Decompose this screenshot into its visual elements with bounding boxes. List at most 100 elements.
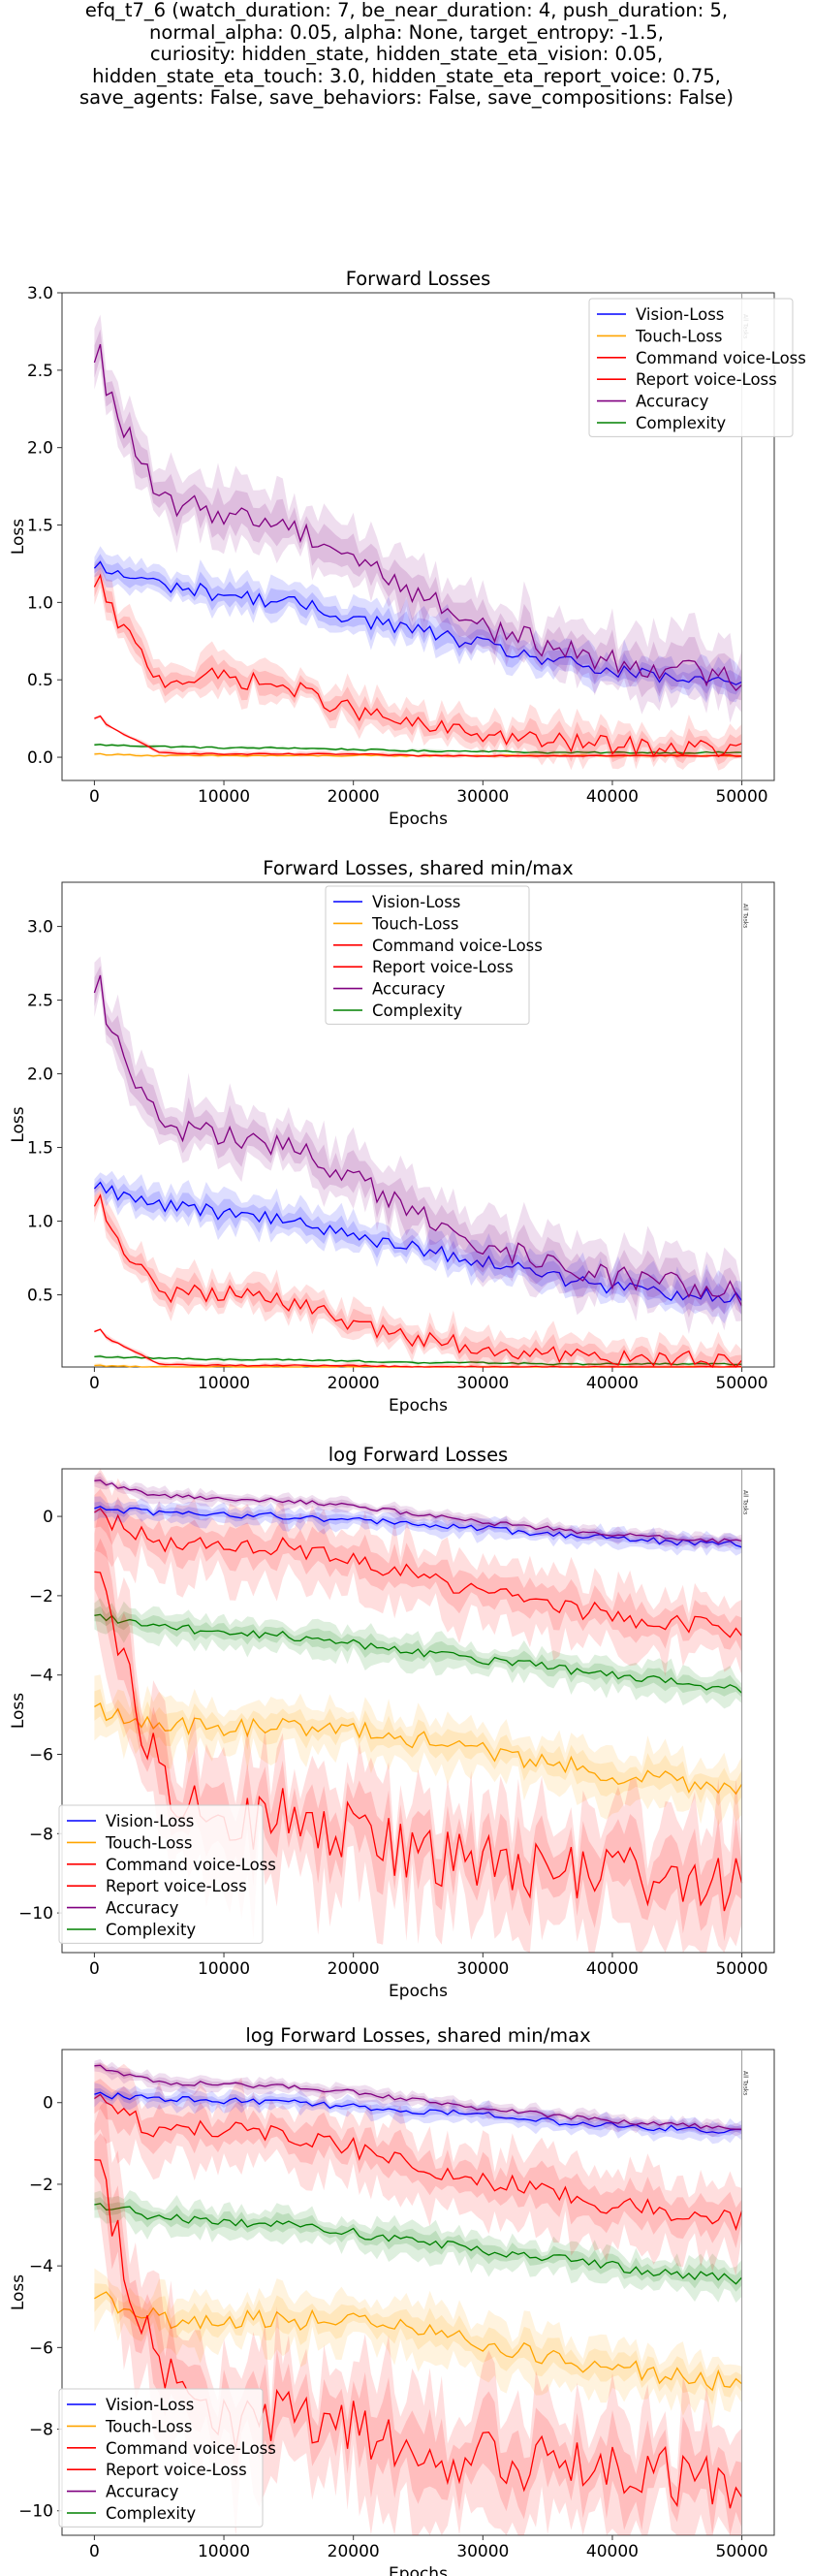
- y-axis-label: Loss: [9, 519, 28, 555]
- legend-box: [58, 1804, 264, 1944]
- band-touch-loss-minmax: [94, 751, 742, 758]
- x-tick-label: 0: [89, 2542, 100, 2561]
- y-tick-label: −2: [29, 2176, 53, 2195]
- line-complexity: [94, 2203, 743, 2285]
- line-complexity: [94, 1613, 743, 1694]
- y-tick-label: 2.5: [27, 992, 53, 1011]
- line-accuracy: [93, 974, 743, 1307]
- legend-label: Accuracy: [372, 980, 446, 999]
- y-tick-label: −4: [29, 1667, 53, 1686]
- x-tick-label: 10000: [198, 1374, 250, 1393]
- band-report-voice-loss-minmax: [94, 559, 742, 771]
- line-accuracy: [94, 1479, 742, 1544]
- band-touch-loss-minmax: [94, 1674, 742, 1826]
- y-axis-label: Loss: [9, 1693, 28, 1729]
- x-tick-label: 20000: [328, 1959, 380, 1979]
- x-axis-label: Epochs: [389, 810, 448, 829]
- x-tick-label: 40000: [586, 1959, 639, 1979]
- y-tick-label: 0: [43, 1508, 53, 1527]
- legend-label: Report voice-Loss: [106, 1877, 247, 1895]
- y-tick-label: 3.0: [27, 284, 53, 303]
- x-tick-label: 50000: [716, 1959, 768, 1979]
- band-complexity-minmax: [94, 1598, 742, 1709]
- x-tick-label: 40000: [586, 787, 639, 807]
- figure-title: efq_t7_6 (watch_duration: 7, be_near_dur…: [0, 0, 813, 110]
- y-tick-label: 0.5: [27, 1287, 53, 1306]
- figure-title-line: hidden_state_eta_touch: 3.0, hidden_stat…: [92, 64, 721, 87]
- y-tick-label: −6: [29, 1745, 53, 1765]
- band-report-voice-loss-std: [94, 2079, 742, 2248]
- legend-label: Accuracy: [636, 393, 709, 411]
- x-axis-label: Epochs: [389, 1982, 448, 2001]
- line-accuracy: [94, 2064, 742, 2130]
- task-marker-label: All Tasks: [742, 1490, 749, 1514]
- task-marker-label: All Tasks: [742, 904, 749, 928]
- legend-label: Report voice-Loss: [372, 958, 514, 976]
- line-accuracy: [93, 343, 743, 691]
- band-touch-loss-std: [94, 1689, 742, 1806]
- x-tick-label: 0: [89, 1374, 100, 1393]
- band-command-voice-loss-minmax: [94, 1328, 742, 1367]
- x-tick-label: 30000: [456, 1959, 509, 1979]
- legend: Vision-Loss Touch-Loss Command voice-Loss R…: [58, 1804, 276, 1944]
- line-vision-loss: [94, 1506, 742, 1548]
- band-report-voice-loss-std: [94, 1191, 742, 1367]
- y-tick-label: −8: [29, 1825, 53, 1844]
- x-tick-label: 0: [89, 1959, 100, 1979]
- band-accuracy-minmax: [94, 1472, 742, 1550]
- y-tick-label: 1.0: [27, 1213, 53, 1232]
- chart-title: log Forward Losses, shared min/max: [245, 2024, 590, 2047]
- x-tick-label: 10000: [198, 787, 250, 807]
- band-report-voice-loss-minmax: [94, 1469, 742, 1677]
- y-tick-label: −2: [29, 1587, 53, 1606]
- task-marker-label: All Tasks: [742, 2071, 749, 2095]
- line-complexity: [94, 744, 742, 754]
- x-tick-label: 10000: [198, 1959, 250, 1979]
- legend-label: Complexity: [636, 414, 726, 432]
- legend-box: [325, 885, 530, 1025]
- y-tick-label: 2.5: [27, 362, 53, 381]
- legend-label: Vision-Loss: [106, 1812, 194, 1830]
- line-vision-loss: [93, 560, 742, 685]
- y-tick-label: 0.0: [27, 748, 53, 768]
- legend-label: Report voice-Loss: [106, 2461, 247, 2479]
- x-tick-label: 20000: [328, 2542, 380, 2561]
- x-tick-label: 40000: [586, 1374, 639, 1393]
- line-complexity: [94, 1355, 742, 1366]
- y-tick-label: −6: [29, 2338, 53, 2358]
- legend: Vision-Loss Touch-Loss Command voice-Loss R…: [325, 885, 543, 1025]
- x-tick-label: 20000: [328, 787, 380, 807]
- line-touch-loss: [94, 1701, 743, 1796]
- legend-label: Touch-Loss: [371, 914, 459, 933]
- legend-label: Touch-Loss: [105, 1833, 193, 1852]
- line-command-voice-loss: [94, 1328, 742, 1368]
- x-axis-label: Epochs: [389, 1396, 448, 1415]
- y-axis-label: Loss: [9, 2274, 28, 2310]
- x-tick-label: 0: [89, 787, 100, 807]
- y-tick-label: 3.0: [27, 918, 53, 938]
- figure-title-line: save_agents: False, save_behaviors: Fals…: [78, 86, 735, 110]
- y-tick-label: 1.5: [27, 1139, 53, 1159]
- legend-label: Vision-Loss: [636, 305, 724, 324]
- y-tick-label: −8: [29, 2421, 53, 2440]
- chart-title: Forward Losses: [346, 268, 491, 290]
- y-tick-label: 2.0: [27, 439, 53, 459]
- x-tick-label: 20000: [328, 1374, 380, 1393]
- x-tick-label: 50000: [716, 2542, 768, 2561]
- legend-label: Vision-Loss: [372, 893, 460, 911]
- line-command-voice-loss: [94, 715, 742, 757]
- legend-label: Command voice-Loss: [106, 2439, 276, 2458]
- legend-label: Touch-Loss: [635, 327, 723, 345]
- x-tick-label: 50000: [716, 787, 768, 807]
- legend-label: Complexity: [372, 1002, 462, 1020]
- legend-box: [588, 298, 794, 437]
- line-report-voice-loss: [93, 573, 742, 758]
- y-tick-label: 1.5: [27, 517, 53, 536]
- legend-label: Complexity: [106, 1921, 196, 1939]
- line-touch-loss: [94, 2291, 743, 2392]
- chart-panel-3: log Forward Losses 0 10000 20000 30000 40000 5…: [9, 1444, 775, 2001]
- y-tick-label: −10: [18, 1904, 53, 1924]
- band-report-voice-loss-std: [94, 567, 742, 765]
- legend-box: [58, 2388, 264, 2528]
- legend-label: Report voice-Loss: [636, 370, 777, 389]
